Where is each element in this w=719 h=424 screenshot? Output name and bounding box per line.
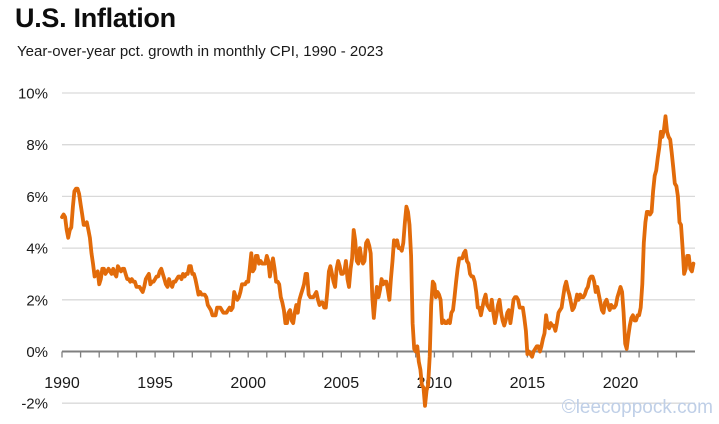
x-axis-label: 1995 — [137, 375, 173, 392]
chart-title: U.S. Inflation — [15, 3, 176, 33]
chart-subtitle: Year-over-year pct. growth in monthly CP… — [17, 43, 384, 60]
x-axis-label: 2020 — [603, 375, 639, 392]
y-axis-label: 2% — [26, 292, 48, 309]
y-axis-label: 8% — [26, 137, 48, 154]
x-axis-label: 2000 — [230, 375, 266, 392]
y-axis-label: 0% — [26, 344, 48, 361]
y-axis-label: 10% — [18, 86, 48, 103]
inflation-series-line — [60, 114, 696, 408]
x-axis-label: 2005 — [324, 375, 360, 392]
watermark: ©leecoppock.com — [561, 397, 713, 418]
x-axis-label: 1990 — [44, 375, 80, 392]
y-axis-label: -2% — [21, 396, 48, 413]
y-axis-label: 6% — [26, 189, 48, 206]
x-axis-label: 2015 — [510, 375, 546, 392]
y-axis-label: 4% — [26, 241, 48, 258]
